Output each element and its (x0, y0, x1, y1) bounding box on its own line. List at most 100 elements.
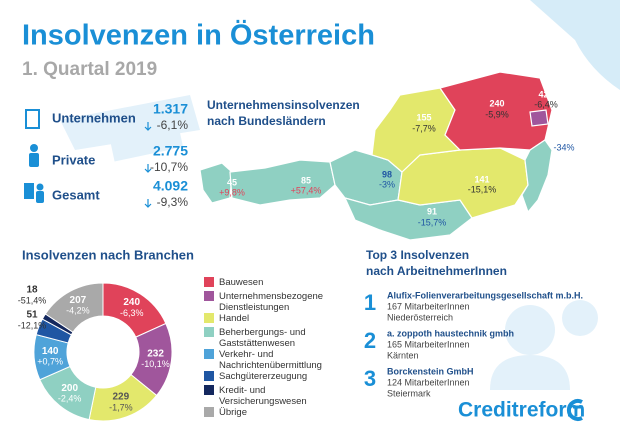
donut-value: 207 (70, 295, 87, 306)
summary-label: Unternehmen (52, 110, 136, 125)
legend-label: Bauwesen (219, 277, 264, 288)
top3-title: nach ArbeitnehmerInnen (366, 264, 507, 278)
legend-item: Unternehmensbezogene Dienstleistungen (204, 291, 339, 313)
legend-item: Beherbergungs- und Gaststättenwesen (204, 327, 339, 349)
icon-group (24, 183, 34, 199)
state: Niederösterreich (387, 312, 453, 322)
map-region (529, 109, 549, 127)
legend-label: Sachgütererzeugung (219, 371, 308, 382)
legend-label: Übrige (219, 407, 247, 418)
region-change: -7,7% (412, 123, 436, 133)
region-value: 141 (474, 174, 489, 184)
summary-value: 1.317 (153, 101, 188, 117)
summary-label: Private (52, 152, 95, 167)
legend-item: Bauwesen (204, 277, 339, 288)
company: Alufix-Folienverarbeitungsgesellschaft m… (387, 290, 583, 300)
rank: 3 (364, 366, 376, 391)
donut-value: 140 (42, 346, 59, 357)
legend-item: Verkehr- und Nachrichtenübermittlung (204, 349, 339, 371)
state: Kärnten (387, 350, 419, 360)
chart-title: Insolvenzen nach Branchen (22, 247, 194, 262)
region-change: -3% (379, 179, 395, 189)
down-arrow (144, 199, 152, 208)
legend-swatch (204, 313, 214, 323)
map-title: Unternehmensinsolvenzen (207, 98, 360, 112)
summary-change: -9,3% (157, 195, 189, 209)
legend-swatch (204, 385, 214, 395)
legend-swatch (204, 327, 214, 337)
logo-icon (566, 399, 583, 421)
icon-person (29, 153, 39, 167)
region-change: +9,8% (219, 187, 245, 197)
donut-value: 200 (61, 383, 78, 394)
donut-change: -4,2% (66, 306, 90, 316)
legend-label: Handel (219, 313, 250, 324)
region-value: 91 (427, 206, 437, 216)
decor (110, 125, 184, 162)
decor (562, 300, 598, 336)
donut-change: -10,1% (141, 359, 170, 369)
title: Insolvenzen in Österreich (22, 19, 375, 52)
region-value: 85 (301, 175, 311, 185)
donut-segment (44, 282, 104, 333)
region-change: -34% (553, 142, 574, 152)
region-change: +57,4% (291, 185, 322, 195)
subtitle: 1. Quartal 2019 (22, 59, 157, 80)
region-change: -15,1% (468, 184, 497, 194)
region-value: 98 (382, 169, 392, 179)
region-change: -15,7% (418, 217, 447, 227)
top3-title: Top 3 Insolvenzen (366, 248, 469, 262)
legend-swatch (204, 407, 214, 417)
map-region (521, 139, 553, 214)
legend-label: Verkehr- und Nachrichtenübermittlung (219, 349, 322, 371)
icon-group (36, 191, 44, 203)
map-title: nach Bundesländern (207, 114, 326, 128)
legend-swatch (204, 349, 214, 359)
region-value: 155 (416, 112, 431, 122)
donut-value: 240 (123, 297, 140, 308)
decor (60, 95, 200, 150)
legend-label: Beherbergungs- und Gaststättenwesen (219, 327, 306, 349)
icon-building (25, 109, 40, 129)
decor (530, 0, 620, 90)
legend-label: Kredit- und Versicherungswesen (219, 385, 307, 407)
donut-change: -6,3% (120, 308, 144, 318)
decor (555, 0, 615, 60)
legend-item: Sachgütererzeugung (204, 371, 339, 382)
employees: 124 MitarbeiterInnen (387, 377, 470, 387)
rank: 2 (364, 328, 376, 353)
legend-label: Unternehmensbezogene Dienstleistungen (219, 291, 324, 313)
decor (490, 355, 570, 390)
donut-change: -51,4% (18, 295, 47, 305)
donut-change: +0,7% (37, 357, 63, 367)
legend-item: Übrige (204, 407, 339, 418)
donut-value: 232 (147, 348, 164, 359)
rank: 1 (364, 290, 376, 315)
donut-value: 18 (26, 285, 38, 296)
legend-swatch (204, 371, 214, 381)
legend-item: Handel (204, 313, 339, 324)
employees: 167 MitarbeiterInnen (387, 301, 470, 311)
legend-swatch (204, 291, 214, 301)
logo: Creditreform (458, 399, 585, 422)
summary-value: 4.092 (153, 178, 188, 194)
legend-item: Kredit- und Versicherungswesen (204, 385, 339, 407)
map-region (229, 159, 336, 206)
legend-swatch (204, 277, 214, 287)
region-change: -6,4% (534, 99, 558, 109)
summary-change: -6,1% (157, 118, 189, 132)
region-value: 240 (489, 98, 504, 108)
region-value: 35 (559, 131, 569, 141)
state: Steiermark (387, 388, 431, 398)
employees: 165 MitarbeiterInnen (387, 339, 470, 349)
company: Borckenstein GmbH (387, 366, 474, 376)
decor (505, 305, 555, 355)
summary-value: 2.775 (153, 143, 188, 159)
donut-change: -12,1% (18, 320, 47, 330)
map (199, 71, 553, 241)
company: a. zoppoth haustechnik gmbh (387, 328, 514, 338)
icon-group (36, 183, 44, 191)
donut-change: -1,7% (109, 402, 133, 412)
